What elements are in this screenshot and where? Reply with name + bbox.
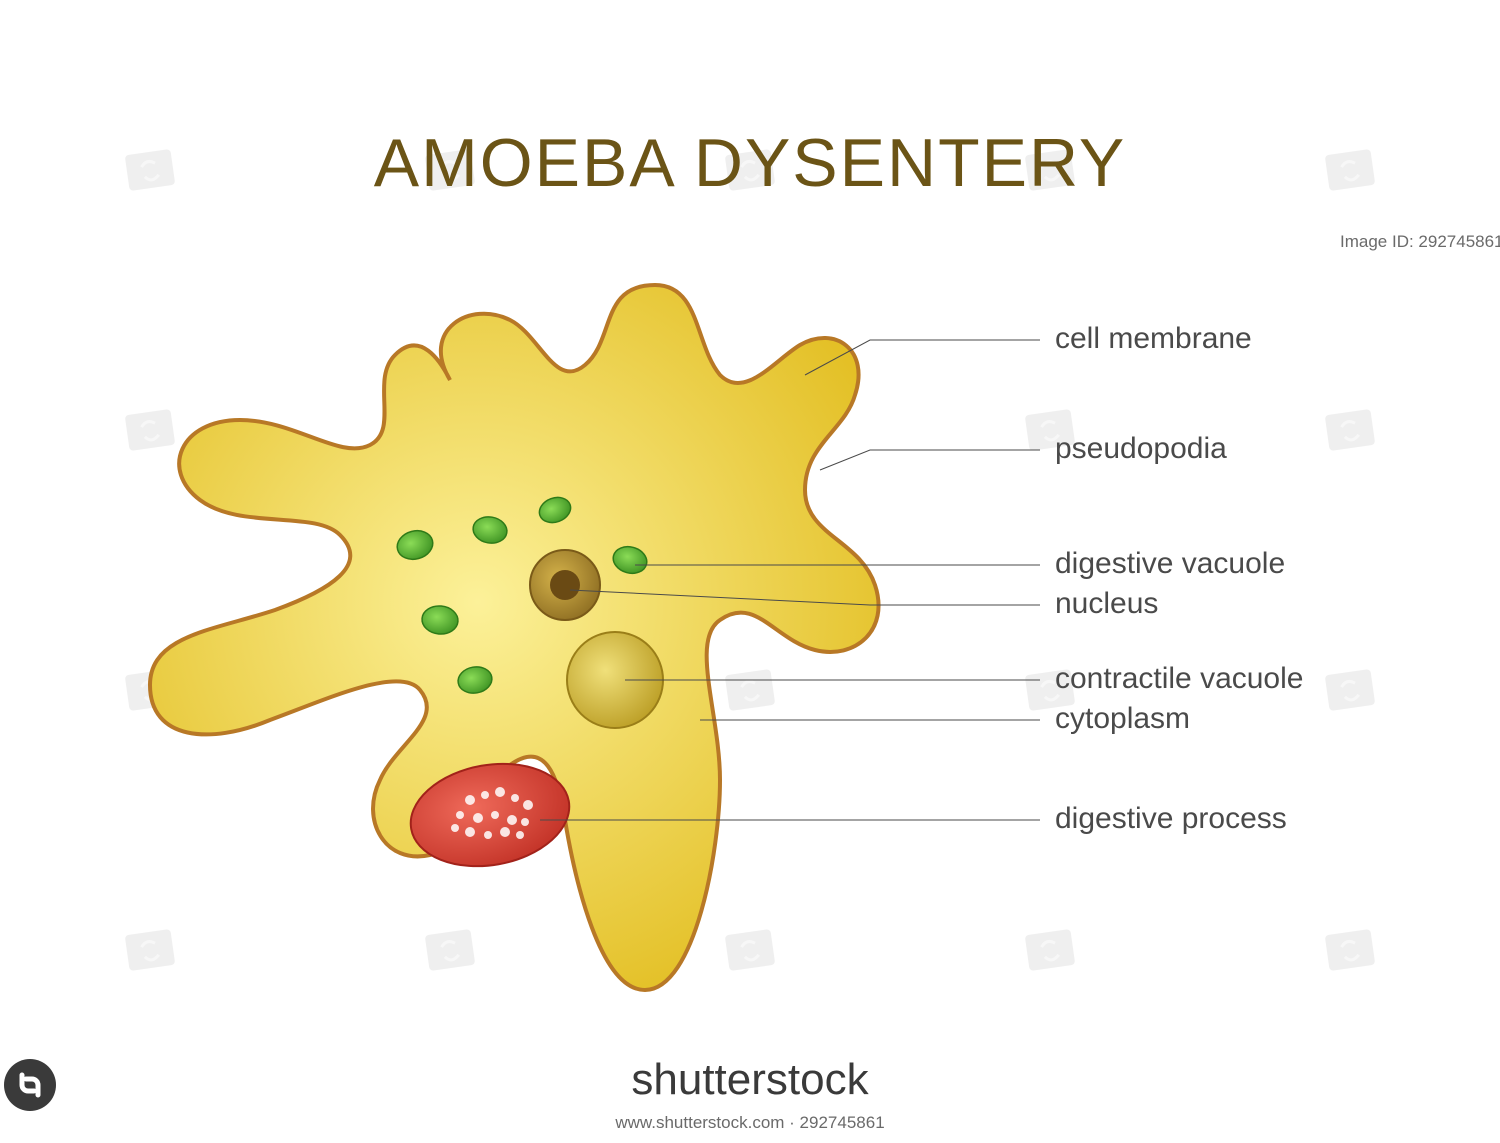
- shutterstock-logo-icon: [0, 1055, 420, 1115]
- diagram-stage: AMOEBA DYSENTERY cell membrane pseudopodi…: [0, 0, 1500, 1143]
- label-pseudopodia: pseudopodia: [1055, 432, 1227, 466]
- watermark-site-text: www.shutterstock.com · 292745861: [0, 1113, 1500, 1133]
- label-nucleus: nucleus: [1055, 587, 1158, 621]
- watermark-image-id: Image ID: 292745861: [1340, 232, 1490, 252]
- amoeba-cell-body: [150, 285, 879, 990]
- label-digestive_vacuole: digestive vacuole: [1055, 547, 1285, 581]
- label-contractile_vacuole: contractile vacuole: [1055, 662, 1303, 696]
- diagram-title: AMOEBA DYSENTERY: [0, 124, 1500, 202]
- nucleus-core: [550, 570, 580, 600]
- label-digestive_process: digestive process: [1055, 802, 1287, 836]
- watermark-footer: shutterstock: [0, 1055, 1500, 1105]
- label-cell_membrane: cell membrane: [1055, 322, 1252, 356]
- leader-pseudopodia: [820, 450, 1040, 470]
- watermark-brand-text: shutterstock: [631, 1055, 868, 1105]
- label-cytoplasm: cytoplasm: [1055, 702, 1190, 736]
